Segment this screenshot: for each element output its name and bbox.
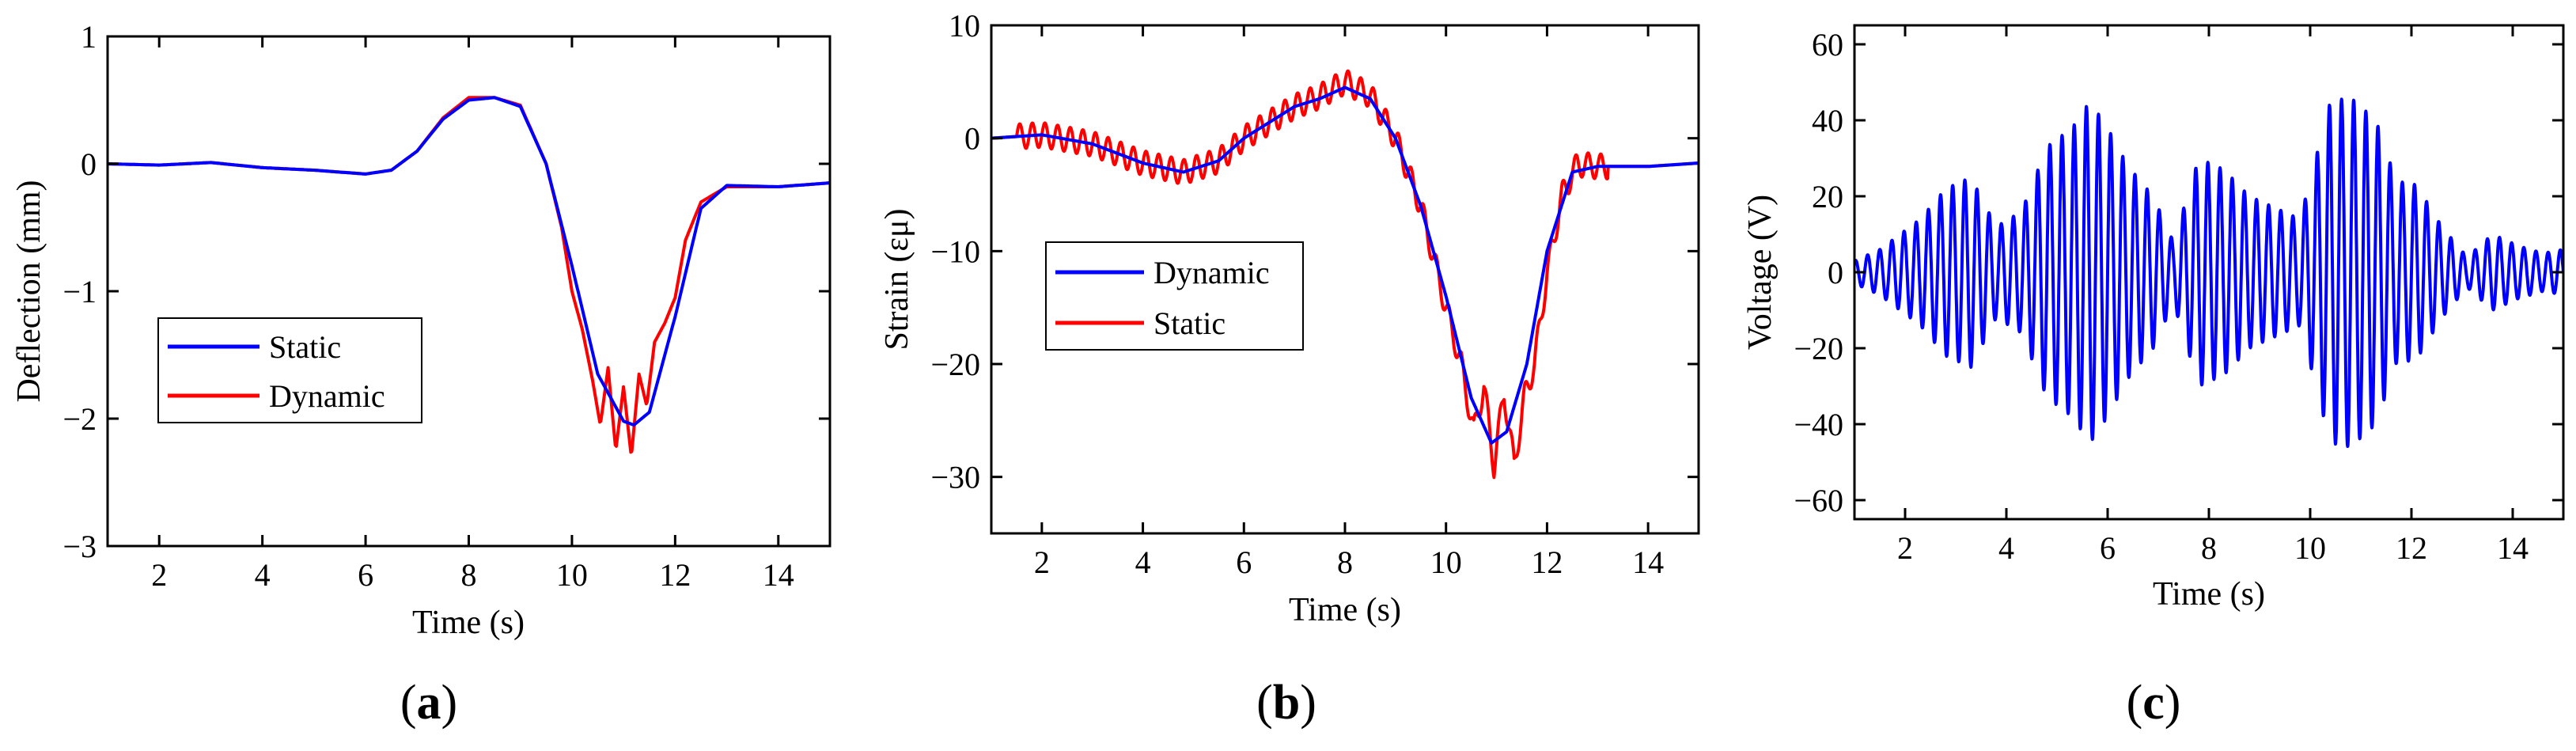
chart-c-ytick-label: 60 (1812, 27, 1843, 63)
chart-a-ytick-label: −3 (63, 529, 97, 564)
chart-a-xtick-label: 12 (659, 557, 691, 593)
chart-b-ytick-label: 0 (964, 121, 980, 157)
chart-a-xtick-label: 10 (556, 557, 588, 593)
chart-a-ylabel: Deflection (mm) (11, 180, 47, 402)
panel-label-a-close: ) (441, 676, 458, 730)
chart-c-xlabel: Time (s) (2153, 576, 2265, 613)
chart-b-xtick-label: 12 (1531, 544, 1563, 580)
chart-c-xtick-label: 14 (2497, 530, 2529, 566)
chart-b-series-static-line (991, 69, 1699, 480)
chart-c-ytick-label: 0 (1828, 255, 1843, 290)
chart-b-legend-box (1045, 241, 1304, 351)
chart-c-xtick-label: 6 (2100, 530, 2116, 566)
chart-a-legend-static-label: Static (269, 329, 341, 365)
chart-a-xtick-label: 4 (255, 557, 271, 593)
chart-b-ytick-label: −20 (930, 347, 980, 382)
chart-a-plot-frame (106, 35, 832, 548)
panel-label-c-letter: c (2142, 676, 2165, 730)
panel-label-a: (a) (400, 676, 457, 730)
chart-c-ytick-label: −20 (1794, 331, 1843, 366)
chart-b-xtick-label: 4 (1135, 544, 1151, 580)
chart-c-xtick-label: 12 (2396, 530, 2427, 566)
chart-b-ytick-label: 10 (949, 8, 980, 44)
chart-b-xtick-label: 6 (1236, 544, 1252, 580)
chart-b-legend-static-label: Static (1154, 305, 1225, 341)
chart-a-xtick-label: 14 (763, 557, 794, 593)
chart-b-series-dynamic-line (991, 85, 1699, 445)
chart-c-xtick-label: 4 (1998, 530, 2014, 566)
chart-c-xtick-label: 2 (1897, 530, 1913, 566)
chart-b-legend: Dynamic Static (1045, 241, 1304, 351)
panel-label-c-open: ( (2127, 676, 2143, 730)
panel-label-c-close: ) (2165, 676, 2181, 730)
chart-a-ytick-label: 0 (81, 146, 97, 182)
chart-b-xtick-label: 2 (1034, 544, 1050, 580)
panel-label-b-open: ( (1256, 676, 1273, 730)
chart-a-xlabel: Time (s) (412, 605, 525, 641)
chart-panel-a: 2 4 6 8 10 12 14 −3 −2 −1 0 1 Time (s) Deflection (… (11, 19, 832, 730)
chart-b-xtick-label: 10 (1430, 544, 1462, 580)
chart-c-series-voltage-line (1854, 97, 2563, 449)
chart-c-xtick-label: 10 (2294, 530, 2326, 566)
chart-c-ytick-label: −60 (1794, 483, 1843, 518)
panel-label-a-open: ( (400, 676, 417, 730)
chart-panel-c: 2 4 6 8 10 12 14 −60 −40 −20 0 20 40 60 Time (s) Volt… (1742, 24, 2565, 730)
chart-c-ytick-label: 20 (1812, 179, 1843, 214)
chart-a-legend-box (157, 317, 422, 423)
panel-label-a-letter: a (417, 676, 441, 730)
chart-c-ylabel: Voltage (V) (1742, 195, 1779, 350)
chart-a-ytick-label: −2 (63, 401, 97, 437)
chart-b-xlabel: Time (s) (1289, 592, 1401, 628)
chart-b-legend-dynamic-label: Dynamic (1154, 255, 1270, 290)
panel-label-b: (b) (1256, 676, 1316, 730)
chart-c-ytick-label: −40 (1794, 407, 1843, 442)
chart-a-xtick-label: 8 (461, 557, 477, 593)
chart-a-legend-dynamic-label: Dynamic (269, 378, 385, 414)
chart-b-xtick-label: 8 (1337, 544, 1353, 580)
chart-panel-b: 2 4 6 8 10 12 14 −30 −20 −10 0 10 Time (s) Strain (… (879, 8, 1700, 730)
chart-a-legend: Static Dynamic (157, 317, 422, 423)
panel-label-c: (c) (2127, 676, 2181, 730)
chart-b-xtick-label: 14 (1632, 544, 1664, 580)
chart-a-xtick-label: 6 (358, 557, 373, 593)
chart-b-ytick-label: −30 (930, 460, 980, 495)
chart-a-ytick-label: −1 (63, 274, 97, 309)
chart-c-xtick-label: 8 (2201, 530, 2217, 566)
chart-c-ytick-label: 40 (1812, 103, 1843, 138)
panel-label-b-close: ) (1300, 676, 1316, 730)
chart-a-series-static-line (108, 96, 830, 427)
chart-b-ylabel: Strain (εμ) (879, 209, 915, 351)
chart-a-ytick-label: 1 (81, 19, 97, 55)
panel-label-b-letter: b (1273, 676, 1300, 730)
chart-a-xtick-label: 2 (151, 557, 167, 593)
chart-b-ytick-label: −10 (930, 233, 980, 269)
